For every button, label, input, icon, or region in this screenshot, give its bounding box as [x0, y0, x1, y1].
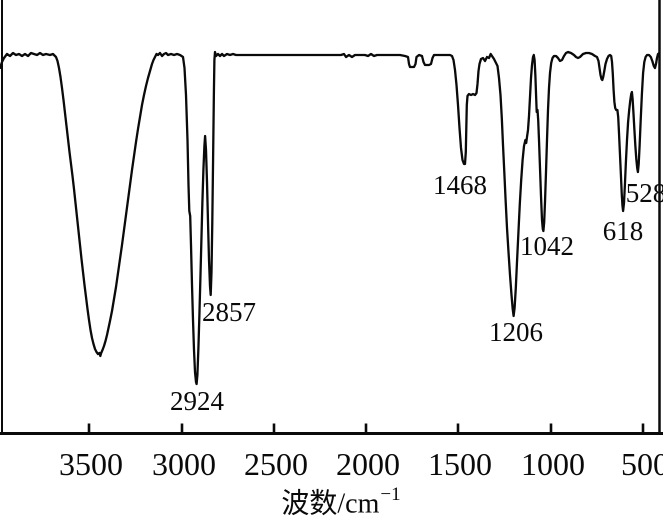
peak-label: 1206: [489, 317, 543, 347]
x-tick-label: 3500: [59, 446, 123, 482]
x-tick-label: 2000: [336, 446, 400, 482]
x-axis-title-text: 波数/cm: [281, 488, 380, 520]
x-tick-label: 500: [621, 446, 663, 482]
peak-labels-group: 2924 2857 1468 1206 1042 618 528: [170, 170, 663, 416]
peak-label: 528: [626, 178, 663, 208]
x-axis-title-superscript: −1: [380, 484, 401, 505]
peak-label: 1042: [520, 231, 574, 261]
x-axis-title: 波数/cm−1: [281, 482, 400, 519]
spectrum-curve-group: [0, 50, 661, 386]
x-tick-label: 1500: [428, 446, 492, 482]
x-axis-ticks-group: 3500 3000 2500 2000 1500 1000 500: [59, 423, 663, 482]
peak-label: 618: [603, 216, 644, 246]
x-tick-label: 3000: [152, 446, 216, 482]
x-tick-label: 1000: [521, 446, 585, 482]
spectrum-curve: [0, 50, 661, 386]
peak-label: 1468: [433, 170, 487, 200]
peak-label: 2924: [170, 386, 225, 416]
peak-label: 2857: [202, 297, 256, 327]
x-tick-label: 2500: [244, 446, 308, 482]
